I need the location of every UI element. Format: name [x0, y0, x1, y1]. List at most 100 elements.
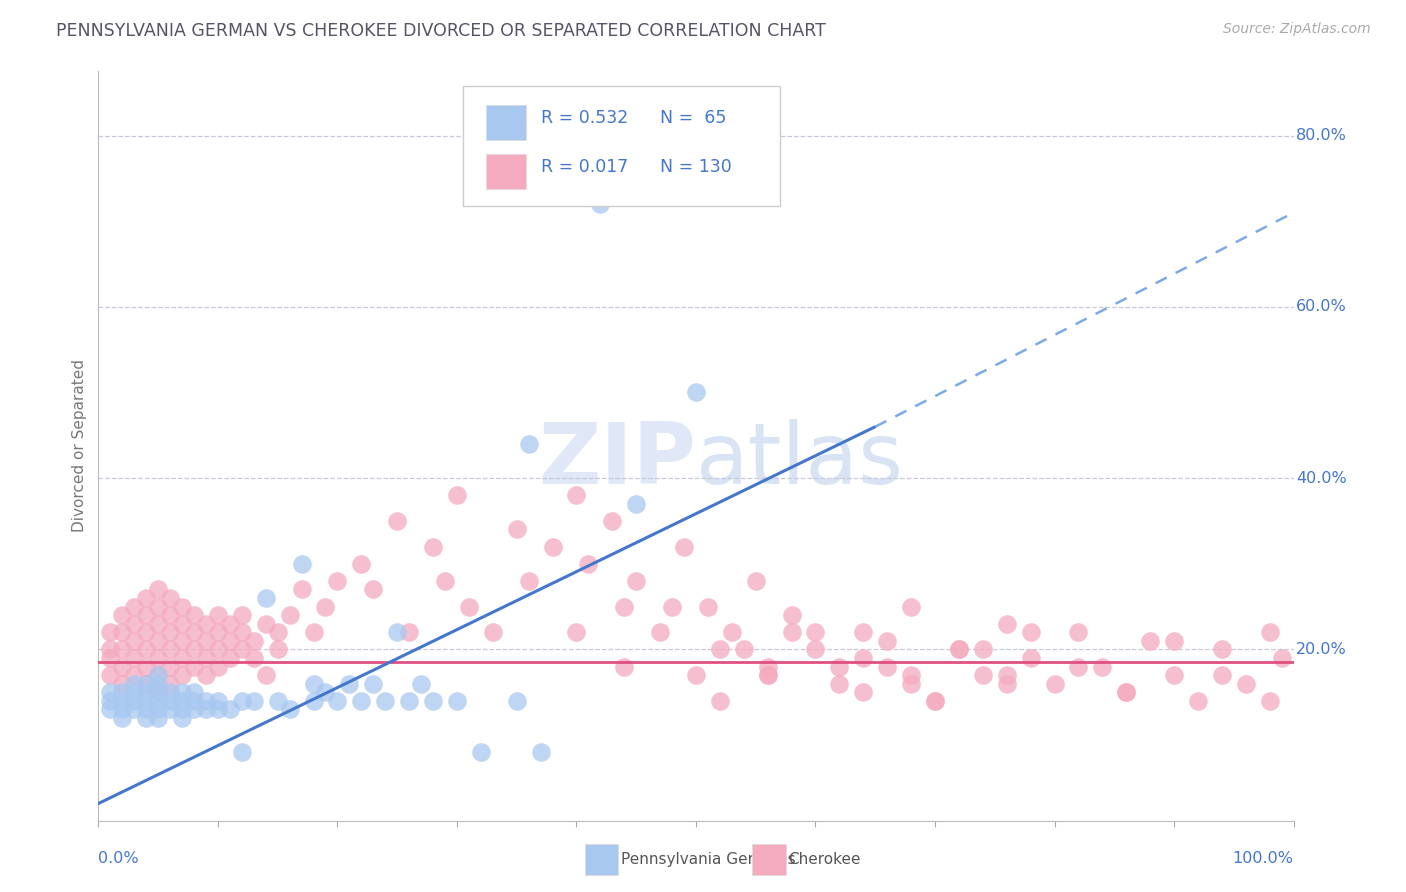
Point — [254, 668, 277, 682]
Point — [565, 488, 588, 502]
Point — [98, 702, 122, 716]
Point — [111, 694, 134, 708]
Point — [1211, 668, 1233, 682]
Point — [661, 599, 683, 614]
Point — [350, 694, 373, 708]
Point — [124, 694, 146, 708]
Text: 40.0%: 40.0% — [1296, 471, 1347, 485]
Point — [135, 685, 157, 699]
FancyBboxPatch shape — [752, 845, 786, 875]
Point — [124, 676, 146, 690]
Point — [350, 557, 373, 571]
Text: 0.0%: 0.0% — [98, 851, 139, 865]
Point — [267, 625, 290, 640]
Point — [219, 616, 242, 631]
Point — [195, 668, 218, 682]
Point — [530, 745, 553, 759]
Point — [207, 659, 229, 673]
Point — [148, 702, 170, 716]
Point — [207, 702, 229, 716]
Point — [254, 591, 277, 605]
Point — [172, 633, 194, 648]
Point — [291, 557, 314, 571]
Text: PENNSYLVANIA GERMAN VS CHEROKEE DIVORCED OR SEPARATED CORRELATION CHART: PENNSYLVANIA GERMAN VS CHEROKEE DIVORCED… — [56, 22, 827, 40]
Point — [172, 702, 194, 716]
Text: Pennsylvania Germans: Pennsylvania Germans — [620, 852, 796, 867]
Point — [446, 488, 468, 502]
Point — [828, 676, 851, 690]
Y-axis label: Divorced or Separated: Divorced or Separated — [72, 359, 87, 533]
Point — [135, 694, 157, 708]
Point — [135, 608, 157, 623]
Point — [900, 668, 922, 682]
Point — [98, 685, 122, 699]
Point — [685, 385, 707, 400]
Point — [135, 702, 157, 716]
Point — [148, 668, 170, 682]
Point — [804, 625, 827, 640]
Point — [195, 616, 218, 631]
Point — [339, 676, 361, 690]
Point — [876, 633, 898, 648]
Point — [385, 625, 409, 640]
Text: N =  65: N = 65 — [661, 109, 727, 127]
Point — [159, 608, 181, 623]
Point — [98, 668, 122, 682]
Point — [434, 574, 457, 588]
Point — [195, 651, 218, 665]
Point — [315, 599, 337, 614]
Point — [924, 694, 946, 708]
Point — [697, 599, 720, 614]
Point — [995, 616, 1018, 631]
Point — [363, 582, 385, 597]
Point — [995, 668, 1018, 682]
Point — [267, 642, 290, 657]
Point — [506, 523, 529, 537]
Point — [195, 702, 218, 716]
Text: Source: ZipAtlas.com: Source: ZipAtlas.com — [1223, 22, 1371, 37]
Point — [578, 557, 600, 571]
Point — [159, 625, 181, 640]
Text: ZIP: ZIP — [538, 419, 696, 502]
Point — [148, 616, 170, 631]
Point — [541, 540, 564, 554]
Point — [111, 685, 134, 699]
Point — [111, 625, 134, 640]
Point — [385, 514, 409, 528]
Point — [780, 625, 803, 640]
Point — [219, 651, 242, 665]
Point — [948, 642, 970, 657]
Point — [148, 685, 170, 699]
Point — [780, 608, 803, 623]
Point — [1258, 694, 1281, 708]
Point — [159, 591, 181, 605]
Point — [124, 599, 146, 614]
Point — [183, 702, 205, 716]
Point — [124, 668, 146, 682]
Point — [363, 676, 385, 690]
Point — [148, 711, 170, 725]
Point — [148, 651, 170, 665]
Point — [756, 668, 779, 682]
Point — [124, 685, 146, 699]
Point — [1163, 633, 1185, 648]
Point — [852, 651, 875, 665]
Point — [1019, 625, 1042, 640]
Point — [111, 608, 134, 623]
Point — [172, 668, 194, 682]
Point — [148, 668, 170, 682]
Point — [1067, 659, 1090, 673]
Point — [374, 694, 396, 708]
Point — [207, 694, 229, 708]
Point — [602, 514, 624, 528]
Point — [195, 694, 218, 708]
Point — [148, 582, 170, 597]
Point — [231, 694, 253, 708]
Point — [302, 676, 325, 690]
Point — [207, 608, 229, 623]
Point — [398, 625, 420, 640]
Text: 60.0%: 60.0% — [1296, 300, 1347, 314]
Point — [243, 633, 266, 648]
Point — [98, 642, 122, 657]
Point — [207, 625, 229, 640]
